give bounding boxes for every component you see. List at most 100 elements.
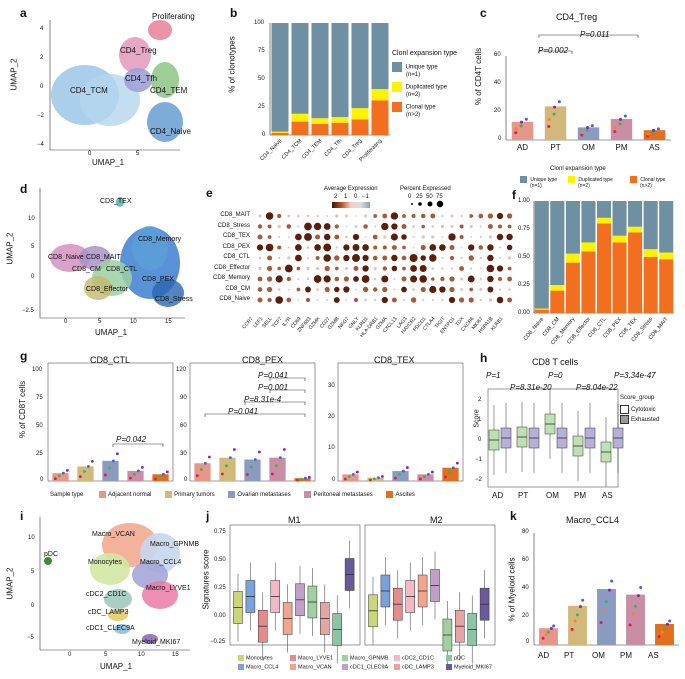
g-legend-pt: Primary tumors: [174, 492, 215, 499]
j-legend-label: Macro_VCAN: [298, 664, 332, 671]
g-legend-ad: Adjacent normal: [108, 492, 152, 499]
i-xlabel: UMAP_1: [100, 662, 133, 671]
i-ytick: 5: [31, 569, 35, 575]
bar-segment: [565, 253, 580, 263]
g-legend-pm: Peritoneal metastases: [313, 492, 373, 499]
data-point: [657, 635, 661, 639]
d-xtick: 0: [64, 319, 68, 325]
bar-segment: [331, 122, 349, 135]
expression-dot: [364, 236, 367, 238]
expression-dot: [323, 223, 331, 230]
h-ytick: 1: [478, 417, 482, 423]
k-ytick: 80: [522, 529, 529, 535]
i-xtick: 15: [172, 652, 179, 658]
expression-dot: [412, 288, 415, 291]
bar-segment: [565, 201, 580, 254]
expression-dot: [441, 214, 444, 218]
data-point: [245, 473, 249, 476]
expression-dot: [278, 235, 281, 239]
expression-dot: [470, 267, 473, 270]
e-dotplot: [256, 200, 513, 304]
expression-dot: [257, 276, 263, 282]
h-ytick: 2: [478, 397, 482, 403]
expression-dot: [374, 277, 377, 281]
g-ytick-pex: 60: [180, 423, 187, 429]
expression-dot: [402, 266, 406, 271]
expression-dot: [507, 224, 512, 229]
g-ytick-ctl: 25: [36, 451, 43, 457]
data-point: [224, 464, 228, 468]
legend-swatch: [520, 176, 527, 183]
data-point: [368, 478, 372, 482]
i-cluster-gpnmb: Macro_GPNMB: [150, 541, 200, 548]
expression-dot: [479, 298, 482, 302]
f-stacked-bar: CD8_NaiveCD8_CMCD8_MemoryCD8_EffectorCD8…: [523, 201, 674, 346]
data-point: [544, 633, 548, 637]
expression-dot: [362, 265, 369, 272]
data-point: [303, 476, 307, 480]
expression-dot: [323, 233, 331, 241]
expression-dot: [381, 222, 389, 231]
c-title: CD4_Treg: [556, 12, 598, 22]
expression-dot: [296, 287, 301, 292]
bar-segment: [311, 118, 329, 124]
umap-cd4: [49, 20, 183, 151]
e-pct-tick: 0: [408, 194, 412, 200]
expression-dot: [506, 213, 513, 219]
data-point: [520, 120, 524, 124]
expression-dot: [352, 244, 360, 251]
k-ytick: 40: [522, 585, 529, 591]
data-point: [570, 627, 574, 631]
a-cluster-treg: CD4_Treg: [120, 46, 157, 55]
expression-dot: [323, 254, 331, 262]
expression-dot: [410, 275, 418, 283]
data-point: [524, 117, 528, 121]
panel-label-d: d: [20, 182, 28, 196]
sig-bracket: [538, 34, 639, 38]
sig-bracket: [204, 413, 306, 417]
j-ytick: −0.25: [210, 639, 226, 645]
x-tick-label: AD: [517, 143, 528, 152]
sig-bracket: [112, 443, 164, 447]
h-legend-exh-label: Exhausted: [631, 417, 660, 424]
h-ytick: −2: [475, 477, 482, 483]
data-point: [549, 627, 553, 631]
a-xlabel: UMAP_1: [92, 158, 125, 167]
expression-dot: [383, 235, 387, 239]
k-cat: PT: [564, 651, 575, 660]
bar-segment: [271, 23, 289, 132]
expression-dot: [441, 257, 444, 259]
x-tick-label: OM: [582, 143, 595, 152]
f-legend-duplicated: Duplicated type (n=2): [568, 176, 613, 189]
g-pval-pex: P=8.31e-4: [244, 395, 282, 404]
expression-dot: [507, 276, 513, 282]
bar-segment: [628, 232, 643, 313]
bar: [269, 457, 286, 481]
data-point: [553, 105, 557, 109]
j-legend-item: cDC_LAMP3: [394, 664, 434, 670]
legend-swatch: [228, 491, 236, 498]
j-legend-label: cDC_LAMP3: [402, 664, 434, 671]
expression-dot: [286, 297, 292, 303]
a-ytick: −2: [37, 113, 44, 119]
h-pval: P=0: [548, 371, 563, 380]
bar-segment: [550, 290, 565, 313]
e-avg-tick: −1: [362, 194, 369, 200]
expression-dot: [306, 256, 310, 260]
expression-dot: [409, 254, 418, 262]
k-cat: AS: [648, 651, 659, 660]
expression-dot: [267, 235, 272, 239]
expression-dot: [335, 214, 339, 218]
expression-dot: [305, 297, 311, 303]
expression-dot: [284, 264, 293, 273]
h-boxplot: [487, 388, 624, 488]
expression-dot: [401, 234, 407, 240]
expression-dot: [373, 287, 378, 292]
data-point: [660, 630, 664, 634]
bar-segment: [659, 259, 674, 313]
j-legend-label: cDC1_CLEC9A: [350, 664, 389, 671]
expression-dot: [431, 267, 435, 270]
b-legend-title: Clonl expansion type: [392, 50, 457, 57]
bar-segment: [659, 252, 674, 260]
expression-dot: [334, 234, 340, 240]
